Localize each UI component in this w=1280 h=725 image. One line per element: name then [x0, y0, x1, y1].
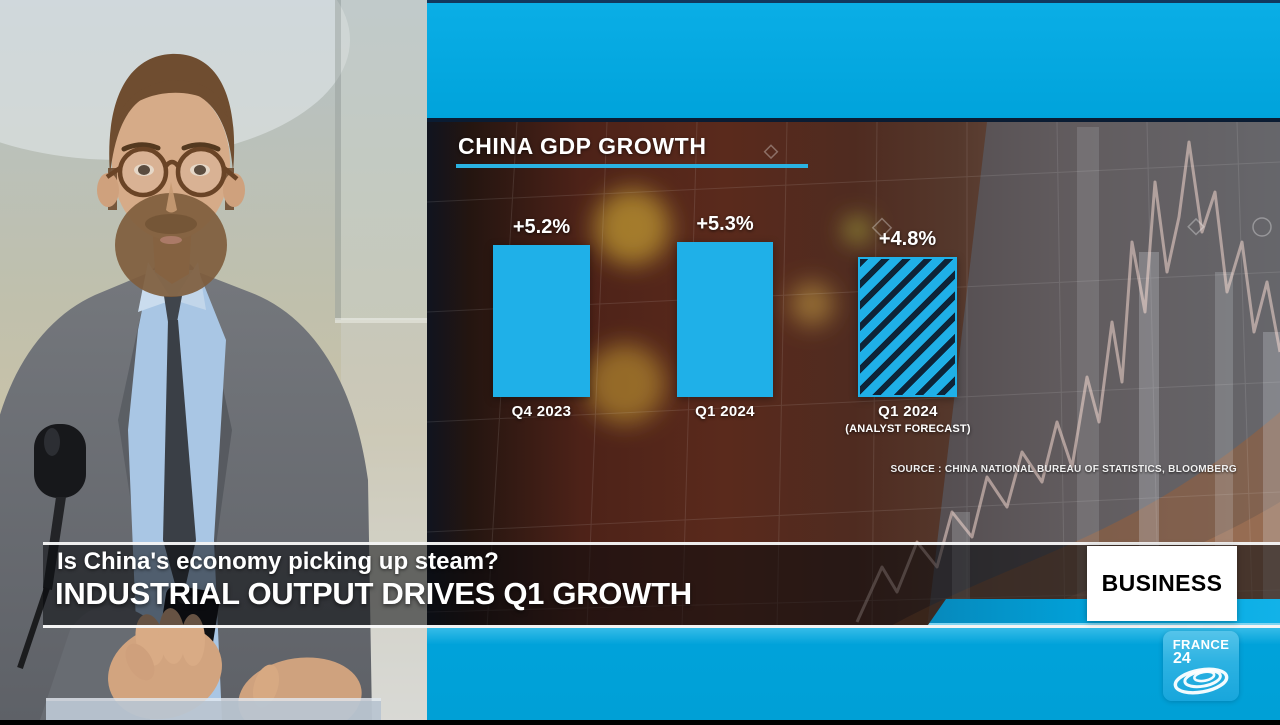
top-navy-line [427, 0, 1280, 3]
bar-group-q1-2024-forecast: +4.8% [858, 212, 957, 397]
bar-category-label: Q4 2023 [511, 403, 572, 420]
france24-logo-text-24: 24 [1173, 650, 1191, 667]
headline-main: INDUSTRIAL OUTPUT DRIVES Q1 GROWTH [55, 576, 692, 611]
bar-value-label: +5.3% [696, 213, 754, 235]
footer-cyan-band [427, 628, 1280, 720]
source-attribution: SOURCE : CHINA NATIONAL BUREAU OF STATIS… [890, 464, 1237, 475]
france24-logo: FRANCE 24 [1163, 631, 1239, 701]
bar-q1-2024 [677, 242, 773, 397]
chart-title: CHINA GDP GROWTH [458, 133, 707, 159]
bar-category-note: (ANALYST FORECAST) [845, 423, 971, 435]
bar-category-text: Q1 2024 [878, 403, 938, 420]
france24-swirl-icon [1173, 667, 1229, 695]
bar-value-label: +4.8% [878, 228, 937, 250]
bar-value-label: +5.2% [512, 216, 571, 238]
bar-q1-2024-forecast [858, 257, 957, 397]
france24-logo-text-france: FRANCE [1172, 637, 1230, 652]
bar-group-q4-2023: +5.2% [493, 212, 590, 397]
bar-category-label: Q1 2024 [695, 403, 755, 420]
headline-kicker: Is China's economy picking up steam? [57, 548, 499, 575]
bar-category-label: Q1 2024 (ANALYST FORECAST) [838, 403, 978, 435]
bar-q4-2023 [493, 245, 590, 397]
navy-separator [427, 118, 1280, 122]
top-cyan-band [427, 3, 1280, 118]
program-badge-label: BUSINESS [1101, 570, 1223, 596]
chart-title-underline [456, 164, 808, 168]
program-badge: BUSINESS [1087, 546, 1237, 621]
bar-group-q1-2024: +5.3% [677, 212, 773, 397]
